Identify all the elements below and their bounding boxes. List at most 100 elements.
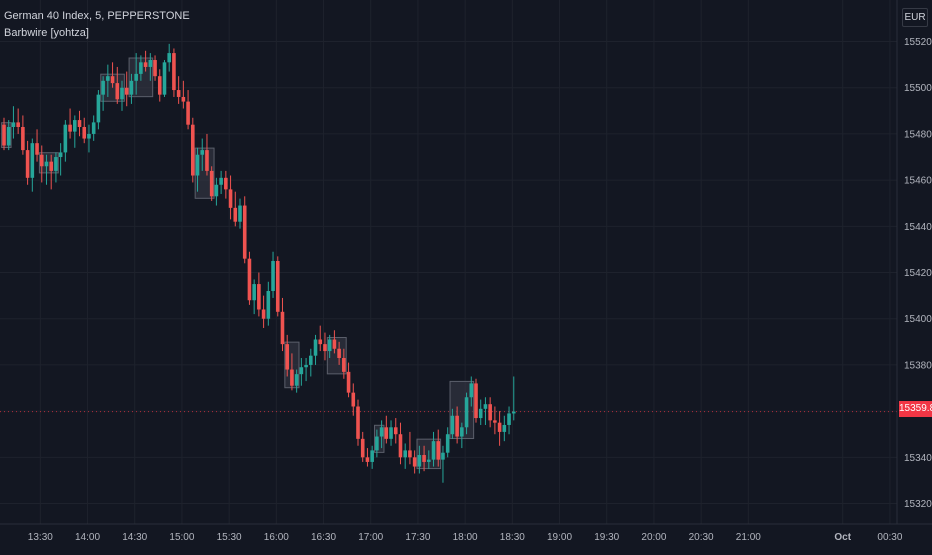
- candle-body: [21, 127, 25, 151]
- candle-body: [176, 90, 181, 97]
- candle-body: [11, 122, 16, 128]
- chart-legend: German 40 Index, 5, PEPPERSTONE Barbwire…: [4, 8, 190, 42]
- candle-body: [191, 124, 195, 176]
- axes: [0, 0, 932, 525]
- candle-body: [139, 62, 143, 74]
- candle-body: [507, 413, 511, 425]
- time-tick-label: 19:30: [594, 532, 619, 543]
- candle-body: [285, 344, 289, 370]
- candle-body: [398, 434, 403, 458]
- candle-body: [493, 420, 497, 423]
- candle-body: [346, 371, 351, 393]
- candle-body: [209, 170, 214, 197]
- candle-body: [360, 438, 365, 458]
- candle-body: [68, 124, 72, 132]
- time-tick-label: 18:00: [453, 532, 478, 543]
- price-tick-label: 15380.0: [904, 360, 932, 371]
- candle-body: [77, 120, 82, 128]
- price-tick-label: 15520.0: [904, 37, 932, 48]
- candle-body: [323, 344, 327, 352]
- candle-body: [214, 184, 219, 197]
- candle-body: [167, 53, 171, 63]
- candle-body: [49, 161, 53, 171]
- candle-body: [271, 260, 275, 292]
- candle-body: [186, 101, 190, 125]
- candle-body: [73, 120, 77, 132]
- candle-body: [304, 364, 308, 368]
- candle-body: [342, 357, 346, 372]
- barbwire-box: [194, 147, 215, 199]
- candle-body: [351, 392, 356, 407]
- last-price-label: 15359.8: [899, 401, 932, 417]
- candle-body: [238, 205, 242, 222]
- time-tick-label: 15:00: [169, 532, 194, 543]
- candle-body: [153, 60, 157, 77]
- grid-layer: [0, 0, 897, 524]
- candle-body: [96, 94, 101, 123]
- candle-body: [403, 450, 407, 458]
- candle-body: [58, 152, 63, 158]
- candle-body: [101, 80, 105, 95]
- candle-body: [115, 83, 120, 100]
- currency-button[interactable]: EUR: [902, 8, 928, 27]
- candle-body: [469, 383, 474, 398]
- candle-body: [393, 427, 398, 435]
- barbwire-box: [326, 337, 347, 375]
- candle-body: [379, 427, 384, 437]
- candle-body: [497, 422, 502, 432]
- time-tick-label: 20:30: [689, 532, 714, 543]
- candle-body: [474, 383, 478, 419]
- candle-body: [228, 189, 233, 208]
- barbwire-box: [38, 152, 59, 174]
- candle-body: [54, 157, 58, 171]
- candle-body: [87, 133, 91, 139]
- candle-body: [219, 177, 223, 185]
- indicator-title[interactable]: Barbwire [yohtza]: [4, 27, 89, 39]
- symbol-title[interactable]: German 40 Index, 5, PEPPERSTONE: [4, 10, 190, 22]
- time-tick-label: 15:30: [217, 532, 242, 543]
- candle-body: [134, 73, 138, 81]
- time-tick-label: 17:00: [358, 532, 383, 543]
- time-tick-label: Oct: [834, 532, 851, 543]
- candle-body: [257, 284, 261, 310]
- candle-body: [143, 62, 148, 67]
- price-tick-label: 15320.0: [904, 499, 932, 510]
- candle-body: [511, 411, 516, 414]
- candle-body: [261, 309, 266, 319]
- time-tick-label: 16:30: [311, 532, 336, 543]
- candle-body: [39, 154, 44, 167]
- candle-body: [431, 441, 436, 460]
- time-axis[interactable]: 13:30 14:00 14:30 15:00 15:30 16:00 16:30 17:00…: [28, 532, 903, 543]
- candle-body: [427, 459, 431, 462]
- candle-body: [478, 408, 483, 419]
- candle-body: [110, 76, 115, 84]
- price-tick-label: 15440.0: [904, 222, 932, 233]
- candle-body: [106, 76, 110, 81]
- barbwire-box: [374, 424, 385, 453]
- candle-body: [252, 284, 256, 301]
- candle-body: [488, 404, 492, 421]
- candle-body: [30, 143, 35, 178]
- candle-body: [124, 87, 129, 95]
- time-tick-label: 17:30: [405, 532, 430, 543]
- price-tick-label: 15400.0: [904, 314, 932, 325]
- candle-body: [417, 455, 422, 467]
- candle-body: [205, 150, 209, 171]
- candle-body: [91, 122, 96, 134]
- time-tick-label: 14:00: [75, 532, 100, 543]
- candle-body: [365, 457, 370, 462]
- candle-body: [16, 122, 20, 128]
- time-tick-label: 19:00: [547, 532, 572, 543]
- candle-body: [6, 127, 11, 146]
- candle-body: [464, 397, 469, 428]
- candle-body: [460, 427, 464, 437]
- candle-body: [63, 124, 68, 153]
- candle-body: [25, 150, 30, 178]
- price-tick-label: 15340.0: [904, 453, 932, 464]
- candles: [2, 43, 516, 483]
- candle-body: [2, 124, 6, 146]
- candle-body: [313, 339, 318, 356]
